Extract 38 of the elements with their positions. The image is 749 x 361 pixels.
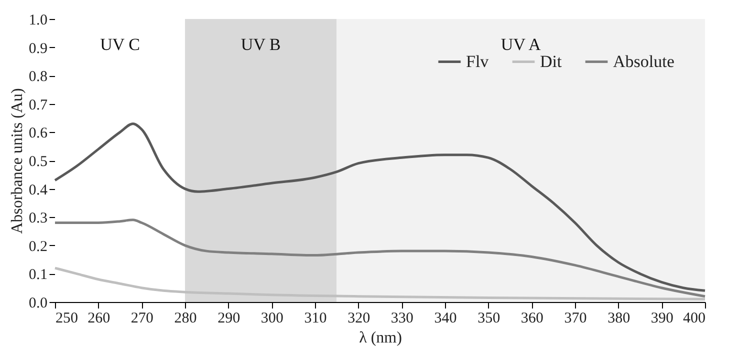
x-tick-label: 350	[478, 310, 500, 326]
y-tick-label: 0.2	[28, 238, 48, 255]
y-tick-label: 0.5	[28, 154, 48, 170]
y-tick-label: 0.0	[28, 296, 48, 312]
x-tick-label: 260	[88, 310, 110, 326]
x-tick-label: 290	[218, 310, 240, 326]
y-tick-label: 0.6	[28, 126, 48, 142]
y-axis-title: Absorbance units (Au)	[8, 88, 26, 234]
band-label: UV C	[100, 35, 140, 54]
y-tick-label: 0.4	[28, 182, 48, 198]
x-axis-title: λ (nm)	[359, 330, 402, 346]
y-tick-label: 0.9	[28, 40, 48, 57]
y-tick-label: 0.1	[28, 267, 48, 284]
x-tick-label: 390	[650, 310, 674, 326]
line-series	[54, 266, 706, 300]
x-tick-label: 310	[304, 310, 327, 326]
line-series	[54, 122, 706, 292]
x-tick-label: 370	[564, 310, 587, 326]
x-tick-label: 400	[683, 310, 706, 326]
y-tick-label: 0.8	[28, 69, 48, 86]
legend-label: Dit	[540, 52, 562, 71]
x-tick-label: 270	[130, 310, 154, 326]
x-tick-label: 340	[434, 310, 457, 326]
band-label: UV A	[500, 35, 542, 54]
legend-label: Flv	[466, 52, 490, 71]
y-tick-label: 0.3	[28, 210, 48, 227]
x-tick-label: 380	[608, 310, 630, 326]
line-series	[54, 218, 706, 298]
y-tick-label: 1.0	[28, 12, 48, 28]
band-label: UV B	[240, 35, 281, 54]
x-tick-label: 360	[520, 310, 544, 326]
legend-label: Absolute	[613, 52, 674, 71]
y-tick-label: 0.7	[28, 97, 48, 114]
x-tick-label: 330	[390, 310, 414, 326]
x-tick-label: 320	[348, 310, 370, 326]
x-tick-label: 250	[56, 310, 78, 326]
x-tick-label: 280	[174, 310, 197, 326]
x-tick-label: 300	[260, 310, 284, 326]
